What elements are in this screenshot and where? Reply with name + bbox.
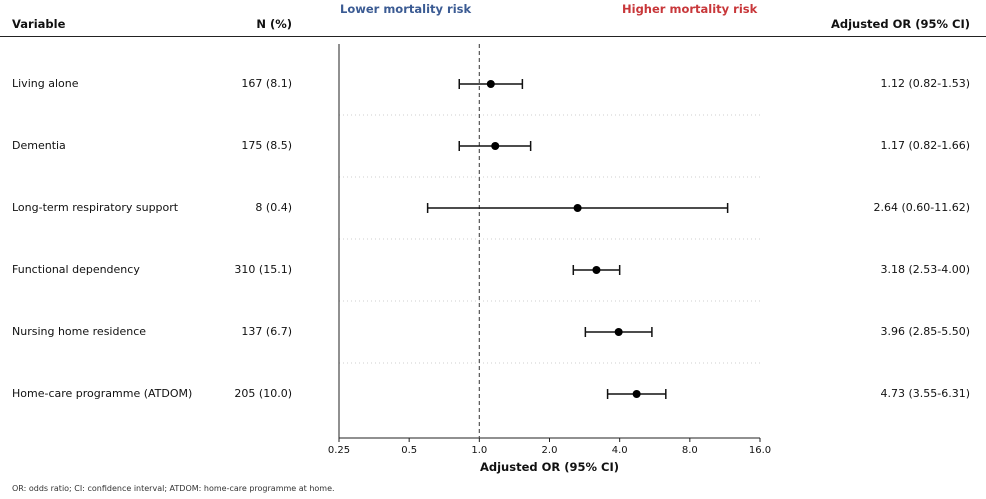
- row-or-ci: 1.12 (0.82-1.53): [880, 77, 970, 90]
- or-point: [491, 142, 500, 150]
- row-or-ci: 3.96 (2.85-5.50): [880, 325, 970, 338]
- footnote: OR: odds ratio; CI: confidence interval;…: [12, 484, 335, 493]
- header-n-percent: N (%): [256, 17, 292, 31]
- row-label: Nursing home residence: [12, 325, 147, 338]
- header-adjusted-or: Adjusted OR (95% CI): [830, 17, 970, 31]
- row-or-ci: 4.73 (3.55-6.31): [880, 387, 970, 400]
- row-or-ci: 3.18 (2.53-4.00): [880, 263, 970, 276]
- x-tick-label: 0.5: [401, 445, 417, 456]
- higher-mortality-risk-label: Higher mortality risk: [622, 2, 758, 16]
- x-tick-label: 2.0: [542, 445, 558, 456]
- lower-mortality-risk-label: Lower mortality risk: [340, 2, 472, 16]
- x-axis-title: Adjusted OR (95% CI): [480, 460, 619, 474]
- or-point: [592, 266, 601, 274]
- row-n-percent: 175 (8.5): [241, 139, 292, 152]
- x-tick-label: 0.25: [328, 445, 350, 456]
- row-n-percent: 310 (15.1): [234, 263, 292, 276]
- header-rule: [0, 36, 986, 37]
- or-point: [614, 328, 623, 336]
- header-variable: Variable: [12, 17, 66, 31]
- or-point: [486, 80, 495, 88]
- row-n-percent: 8 (0.4): [255, 201, 292, 214]
- or-point: [573, 204, 582, 212]
- table-row: Home-care programme (ATDOM) 205 (10.0) 4…: [0, 386, 986, 402]
- row-or-ci: 2.64 (0.60-11.62): [873, 201, 970, 214]
- table-row: Functional dependency 310 (15.1) 3.18 (2…: [0, 262, 986, 278]
- row-label: Living alone: [12, 77, 79, 90]
- table-row: Dementia 175 (8.5) 1.17 (0.82-1.66): [0, 138, 986, 154]
- x-tick-label: 1.0: [471, 445, 487, 456]
- row-label: Functional dependency: [12, 263, 140, 276]
- row-n-percent: 167 (8.1): [241, 77, 292, 90]
- or-point: [632, 390, 641, 398]
- row-label: Dementia: [12, 139, 66, 152]
- row-label: Long-term respiratory support: [12, 201, 179, 214]
- x-tick-label: 16.0: [749, 445, 771, 456]
- row-n-percent: 137 (6.7): [241, 325, 292, 338]
- x-tick-label: 4.0: [612, 445, 628, 456]
- row-n-percent: 205 (10.0): [234, 387, 292, 400]
- table-row: Living alone 167 (8.1) 1.12 (0.82-1.53): [0, 76, 986, 92]
- row-label: Home-care programme (ATDOM): [12, 387, 193, 400]
- row-or-ci: 1.17 (0.82-1.66): [880, 139, 970, 152]
- x-tick-label: 8.0: [682, 445, 698, 456]
- table-row: Nursing home residence 137 (6.7) 3.96 (2…: [0, 324, 986, 340]
- table-row: Long-term respiratory support 8 (0.4) 2.…: [0, 200, 986, 216]
